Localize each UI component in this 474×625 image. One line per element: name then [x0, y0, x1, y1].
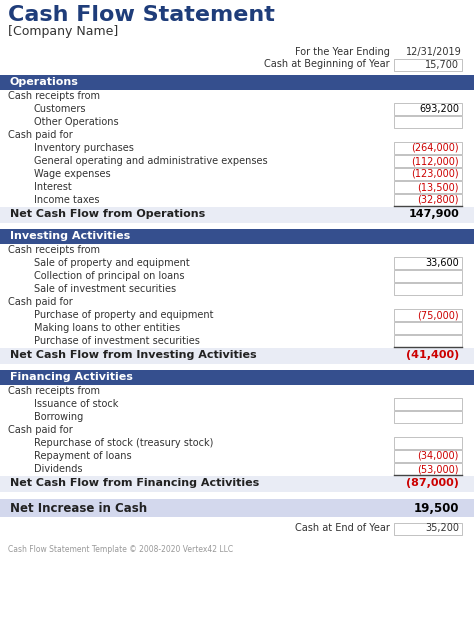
Bar [0, 207, 474, 223]
Bar [394, 463, 462, 475]
Bar [394, 194, 462, 206]
Bar [394, 181, 462, 193]
Text: Cash receipts from: Cash receipts from [8, 386, 100, 396]
Bar [394, 116, 462, 128]
Bar [394, 59, 462, 71]
Text: Making loans to other entities: Making loans to other entities [34, 323, 180, 333]
Text: (34,000): (34,000) [418, 451, 459, 461]
Bar [394, 335, 462, 347]
Text: Purchase of investment securities: Purchase of investment securities [34, 336, 200, 346]
Text: Purchase of property and equipment: Purchase of property and equipment [34, 310, 213, 320]
Text: Cash paid for: Cash paid for [8, 425, 73, 435]
Text: (112,000): (112,000) [411, 156, 459, 166]
Bar [0, 229, 474, 244]
Text: (13,500): (13,500) [418, 182, 459, 192]
Text: Cash Flow Statement Template © 2008-2020 Vertex42 LLC: Cash Flow Statement Template © 2008-2020… [8, 545, 233, 554]
Text: 693,200: 693,200 [419, 104, 459, 114]
Text: 19,500: 19,500 [413, 502, 459, 515]
Text: Cash at Beginning of Year: Cash at Beginning of Year [264, 59, 390, 69]
Text: (123,000): (123,000) [411, 169, 459, 179]
Text: Cash paid for: Cash paid for [8, 130, 73, 140]
Text: Repayment of loans: Repayment of loans [34, 451, 132, 461]
Text: Other Operations: Other Operations [34, 117, 118, 127]
Text: Sale of property and equipment: Sale of property and equipment [34, 258, 190, 268]
Text: (41,400): (41,400) [406, 350, 459, 360]
Bar [394, 283, 462, 295]
Text: 15,700: 15,700 [425, 60, 459, 70]
Text: Borrowing: Borrowing [34, 412, 83, 422]
Text: 33,600: 33,600 [425, 258, 459, 268]
Bar [394, 142, 462, 154]
Bar [394, 523, 462, 535]
Text: (32,800): (32,800) [418, 195, 459, 205]
Text: Net Cash Flow from Financing Activities: Net Cash Flow from Financing Activities [10, 478, 259, 488]
Bar [394, 322, 462, 334]
Text: Interest: Interest [34, 182, 72, 192]
Text: 35,200: 35,200 [425, 523, 459, 533]
Bar [0, 370, 474, 385]
Text: Cash receipts from: Cash receipts from [8, 91, 100, 101]
Text: [Company Name]: [Company Name] [8, 25, 118, 38]
Text: General operating and administrative expenses: General operating and administrative exp… [34, 156, 268, 166]
Bar [394, 450, 462, 462]
Text: Operations: Operations [10, 77, 79, 87]
Bar [394, 398, 462, 410]
Text: Cash receipts from: Cash receipts from [8, 245, 100, 255]
Text: (53,000): (53,000) [418, 464, 459, 474]
Text: Income taxes: Income taxes [34, 195, 100, 205]
Text: Net Increase in Cash: Net Increase in Cash [10, 502, 147, 515]
Text: 12/31/2019: 12/31/2019 [406, 47, 462, 57]
Bar [394, 168, 462, 180]
Bar [0, 75, 474, 90]
Text: Cash paid for: Cash paid for [8, 297, 73, 307]
Bar [0, 476, 474, 492]
Text: (75,000): (75,000) [418, 310, 459, 320]
Bar [394, 309, 462, 321]
Bar [394, 411, 462, 423]
Bar [394, 103, 462, 115]
Text: Wage expenses: Wage expenses [34, 169, 110, 179]
Text: (87,000): (87,000) [406, 478, 459, 488]
Bar [0, 499, 474, 517]
Text: (264,000): (264,000) [411, 143, 459, 153]
Text: Repurchase of stock (treasury stock): Repurchase of stock (treasury stock) [34, 438, 213, 448]
Text: Net Cash Flow from Operations: Net Cash Flow from Operations [10, 209, 205, 219]
Text: Dividends: Dividends [34, 464, 82, 474]
Bar [394, 437, 462, 449]
Text: 147,900: 147,900 [408, 209, 459, 219]
Text: Sale of investment securities: Sale of investment securities [34, 284, 176, 294]
Text: Financing Activities: Financing Activities [10, 372, 133, 382]
Text: Issuance of stock: Issuance of stock [34, 399, 118, 409]
Bar [394, 257, 462, 269]
Text: Cash Flow Statement: Cash Flow Statement [8, 5, 275, 25]
Text: Inventory purchases: Inventory purchases [34, 143, 134, 153]
Text: Cash at End of Year: Cash at End of Year [295, 523, 390, 533]
Text: Collection of principal on loans: Collection of principal on loans [34, 271, 184, 281]
Text: Customers: Customers [34, 104, 86, 114]
Bar [0, 348, 474, 364]
Text: For the Year Ending: For the Year Ending [295, 47, 390, 57]
Bar [394, 155, 462, 167]
Bar [394, 270, 462, 282]
Text: Net Cash Flow from Investing Activities: Net Cash Flow from Investing Activities [10, 350, 256, 360]
Text: Investing Activities: Investing Activities [10, 231, 130, 241]
